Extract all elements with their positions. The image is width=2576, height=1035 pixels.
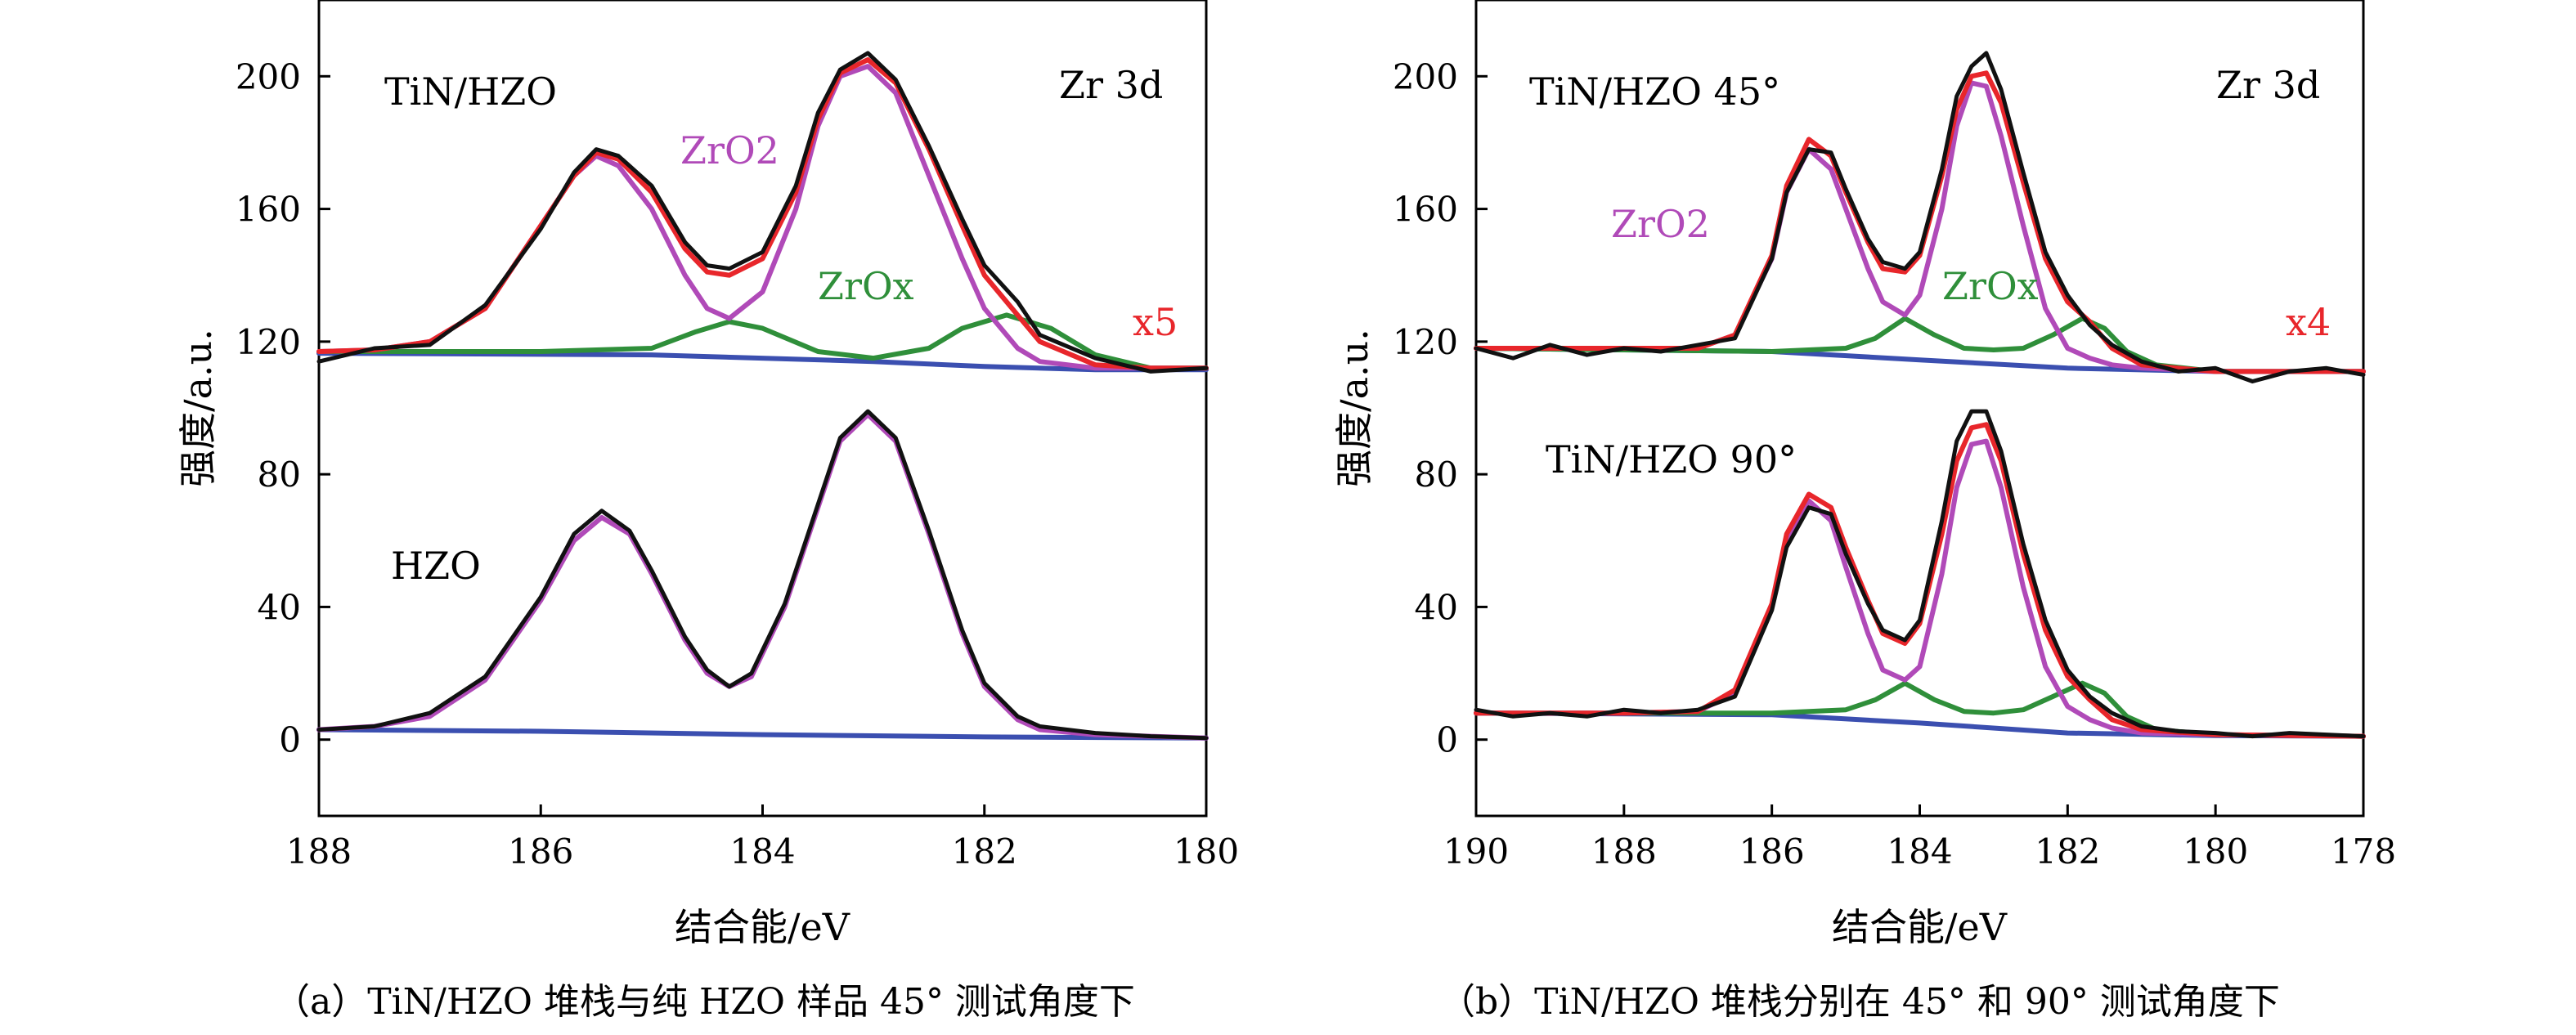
- series-b-90-zrox-fit: [1474, 680, 2366, 739]
- zrox-label-a: ZrOx: [818, 264, 914, 308]
- xtick-label-a: 180: [1174, 831, 1239, 871]
- ytick-label-b: 0: [1436, 720, 1458, 760]
- panel-b: 190 188 186 184 182 180 178 0 40 80 120 160 200 结合能/…: [1332, 0, 2396, 949]
- ytick-label-b: 160: [1393, 190, 1458, 230]
- ylabel-a: 强度/a.u.: [176, 329, 220, 487]
- zro2-label-b: ZrO2: [1611, 202, 1710, 246]
- bottom-sample-label-b: TiN/HZO 90°: [1546, 437, 1797, 482]
- caption-a: （a）TiN/HZO 堆栈与纯 HZO 样品 45° 测试角度下: [274, 981, 1135, 1023]
- element-label-a-text: Zr 3d: [1059, 63, 1163, 107]
- scale-factor-label-a: x5: [1133, 300, 1178, 344]
- xtick-label-b: 188: [1591, 831, 1657, 871]
- ytick-label-a: 0: [279, 720, 301, 760]
- ytick-label-b: 80: [1415, 455, 1458, 495]
- series-group-a: [316, 51, 1209, 741]
- bottom-sample-label-a: HZO: [391, 544, 481, 588]
- element-label-a: Zr 3d: [1059, 63, 1163, 107]
- tick-group-a: 188 186 184 182 180 0 40 80 120 160 200: [236, 56, 1239, 871]
- series-b-45-zrox-fit: [1474, 316, 2366, 374]
- series-b-90-measured: [1474, 409, 2366, 739]
- ylabel-b: 强度/a.u.: [1332, 329, 1376, 487]
- top-sample-label-a: TiN/HZO: [384, 69, 557, 114]
- xtick-label-b: 190: [1443, 831, 1509, 871]
- xtick-label-b: 184: [1887, 831, 1952, 871]
- plot-frame-a: [317, 0, 1208, 818]
- ytick-label-a: 40: [258, 587, 301, 627]
- element-label-b-text: Zr 3d: [2216, 63, 2320, 107]
- xtick-label-b: 182: [2035, 831, 2100, 871]
- xtick-label-a: 182: [952, 831, 1017, 871]
- tick-group-b: 190 188 186 184 182 180 178 0 40 80 120 160 200: [1393, 56, 2396, 871]
- series-a-tin-hzo-measured: [316, 51, 1209, 374]
- xlabel-a: 结合能/eV: [675, 905, 850, 949]
- ytick-label-a: 120: [236, 322, 301, 362]
- series-a-hzo-background: [316, 727, 1209, 741]
- xtick-label-a: 186: [508, 831, 573, 871]
- ytick-label-b: 200: [1393, 56, 1458, 96]
- xtick-label-b: 180: [2183, 831, 2248, 871]
- xlabel-b: 结合能/eV: [1832, 905, 2008, 949]
- xtick-label-b: 186: [1739, 831, 1805, 871]
- top-sample-label-b: TiN/HZO 45°: [1529, 69, 1780, 114]
- ytick-label-a: 80: [258, 455, 301, 495]
- ytick-label-a: 200: [236, 56, 301, 96]
- xtick-label-b: 178: [2331, 831, 2396, 871]
- caption-b: （b）TiN/HZO 堆栈分别在 45° 和 90° 测试角度下: [1439, 981, 2280, 1023]
- ytick-label-b: 120: [1393, 322, 1458, 362]
- xtick-label-a: 184: [729, 831, 795, 871]
- xtick-label-a: 188: [286, 831, 352, 871]
- ytick-label-b: 40: [1415, 587, 1458, 627]
- element-label-b: Zr 3d: [2216, 63, 2320, 107]
- ytick-label-a: 160: [236, 190, 301, 230]
- series-a-hzo-measured: [316, 409, 1209, 741]
- scale-factor-label-b: x4: [2286, 300, 2331, 344]
- panel-a: 188 186 184 182 180 0 40 80 120 160 200 结合能/eV 强度/…: [176, 0, 1239, 949]
- series-b-45-measured: [1474, 51, 2366, 383]
- series-a-tin-hzo-zrox-fit: [316, 312, 1209, 371]
- zro2-label-a: ZrO2: [680, 128, 779, 172]
- series-group-b: [1474, 51, 2366, 739]
- zrox-label-b: ZrOx: [1942, 264, 2039, 308]
